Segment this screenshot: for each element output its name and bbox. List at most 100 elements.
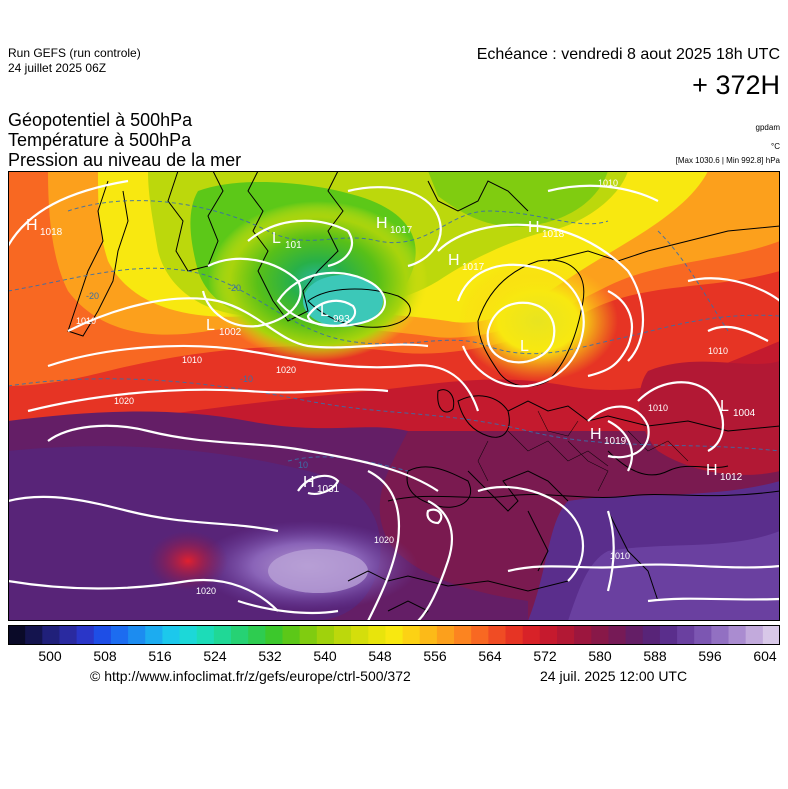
color-swatch	[248, 625, 266, 645]
low-center: L 993	[320, 303, 350, 325]
unit-temperature: °C	[771, 142, 780, 151]
low-center: L 101	[272, 230, 302, 251]
svg-text:1017: 1017	[462, 262, 485, 273]
svg-text:L: L	[520, 338, 529, 355]
color-swatch	[179, 625, 198, 645]
color-swatch	[454, 625, 472, 645]
isobar-label: 1010	[598, 178, 618, 188]
weather-map-svg: 1010 1010 1020 1020 1020 1020 1010 1010 …	[8, 171, 780, 621]
color-swatch	[196, 625, 215, 645]
high-center: H 1018	[26, 217, 63, 238]
color-swatch	[145, 625, 163, 645]
color-swatch	[213, 625, 232, 645]
color-swatch	[333, 625, 352, 645]
color-swatch	[574, 625, 592, 645]
svg-text:H: H	[528, 219, 540, 236]
color-swatch	[351, 625, 369, 645]
color-swatch	[316, 625, 335, 645]
isobar-labels: 1010 1010 1020 1020 1020 1020 1010 1010 …	[76, 178, 728, 596]
color-scale-tick: 508	[93, 648, 117, 664]
issue-time: 24 juil. 2025 12:00 UTC	[540, 668, 688, 684]
color-swatch	[419, 625, 438, 645]
color-swatch	[402, 625, 421, 645]
isobar-label: 1010	[610, 551, 630, 561]
color-scale-tick: 524	[203, 648, 227, 664]
svg-text:1018: 1018	[542, 229, 565, 240]
color-swatch	[231, 625, 249, 645]
color-swatch	[677, 625, 695, 645]
color-swatch	[42, 625, 60, 645]
isotherm-label: -20	[86, 291, 99, 301]
svg-text:1002: 1002	[219, 327, 242, 338]
color-swatch	[591, 625, 609, 645]
svg-text:H: H	[303, 474, 315, 491]
run-date: 24 juillet 2025 06Z	[8, 61, 107, 75]
svg-text:H: H	[26, 217, 38, 234]
source-url[interactable]: © http://www.infoclimat.fr/z/gefs/europe…	[90, 668, 411, 684]
pressure-centers: H 1018 H 1017 H 1018 H 1017 H 1031 H 101…	[26, 215, 756, 495]
svg-text:993: 993	[333, 314, 350, 325]
color-swatch	[539, 625, 558, 645]
color-scale-tick: 596	[698, 648, 722, 664]
color-swatch	[642, 625, 661, 645]
param-temperature: Température à 500hPa	[8, 130, 192, 150]
svg-text:L: L	[320, 303, 329, 320]
color-swatch	[694, 625, 712, 645]
high-center: H 1018	[528, 219, 565, 240]
forecast-valid-time: Echéance : vendredi 8 aout 2025 18h UTC	[476, 46, 780, 63]
weather-map: 1010 1010 1020 1020 1020 1020 1010 1010 …	[8, 171, 780, 621]
unit-geopotential: gpdam	[755, 123, 780, 132]
color-swatch	[505, 625, 524, 645]
color-scale-tick: 588	[643, 648, 667, 664]
color-swatch	[522, 625, 541, 645]
svg-text:H: H	[590, 426, 602, 443]
high-center: H 1012	[706, 462, 743, 483]
param-geopotential: Géopotentiel à 500hPa	[8, 110, 193, 130]
isobar-label: 1020	[196, 586, 216, 596]
color-swatch	[8, 625, 26, 645]
color-swatch	[488, 625, 507, 645]
svg-text:H: H	[376, 215, 388, 232]
isotherm-labels: -20 -10 -20 10	[86, 283, 308, 470]
svg-text:1004: 1004	[733, 408, 756, 419]
low-center: L 1004	[720, 398, 756, 419]
color-swatch	[556, 625, 575, 645]
low-center: L 1002	[206, 317, 242, 338]
color-swatch	[762, 625, 780, 645]
high-center: H 1017	[448, 252, 485, 273]
color-swatch	[25, 625, 43, 645]
color-swatch	[265, 625, 283, 645]
color-swatch	[76, 625, 95, 645]
color-swatch	[93, 625, 112, 645]
svg-text:H: H	[706, 462, 718, 479]
isotherm-label: -10	[240, 374, 253, 384]
isobar-label: 1020	[276, 365, 296, 375]
svg-text:1012: 1012	[720, 472, 743, 483]
isotherm-label: 10	[298, 460, 308, 470]
color-swatch	[745, 625, 764, 645]
color-scale-tick: 572	[533, 648, 557, 664]
color-scale-tick: 516	[148, 648, 172, 664]
color-swatch	[299, 625, 318, 645]
color-scale-tick: 604	[753, 648, 777, 664]
color-swatch	[711, 625, 730, 645]
svg-text:1019: 1019	[604, 436, 627, 447]
high-center: H 1017	[376, 215, 413, 236]
run-title: Run GEFS (run controle)	[8, 46, 141, 60]
svg-text:1018: 1018	[40, 227, 63, 238]
color-swatch	[659, 625, 678, 645]
param-pressure: Pression au niveau de la mer	[8, 150, 242, 170]
color-swatch	[471, 625, 489, 645]
color-swatch	[436, 625, 455, 645]
color-scale-tick: 532	[258, 648, 282, 664]
isotherm-label: -20	[228, 283, 241, 293]
high-center: H 1031	[303, 474, 340, 495]
isobar-label: 1020	[374, 535, 394, 545]
color-swatch	[110, 625, 129, 645]
color-swatch	[385, 625, 404, 645]
svg-text:L: L	[206, 317, 215, 334]
color-swatch	[625, 625, 644, 645]
color-scale-tick: 500	[38, 648, 62, 664]
svg-text:H: H	[448, 252, 460, 269]
color-scale-tick: 540	[313, 648, 337, 664]
